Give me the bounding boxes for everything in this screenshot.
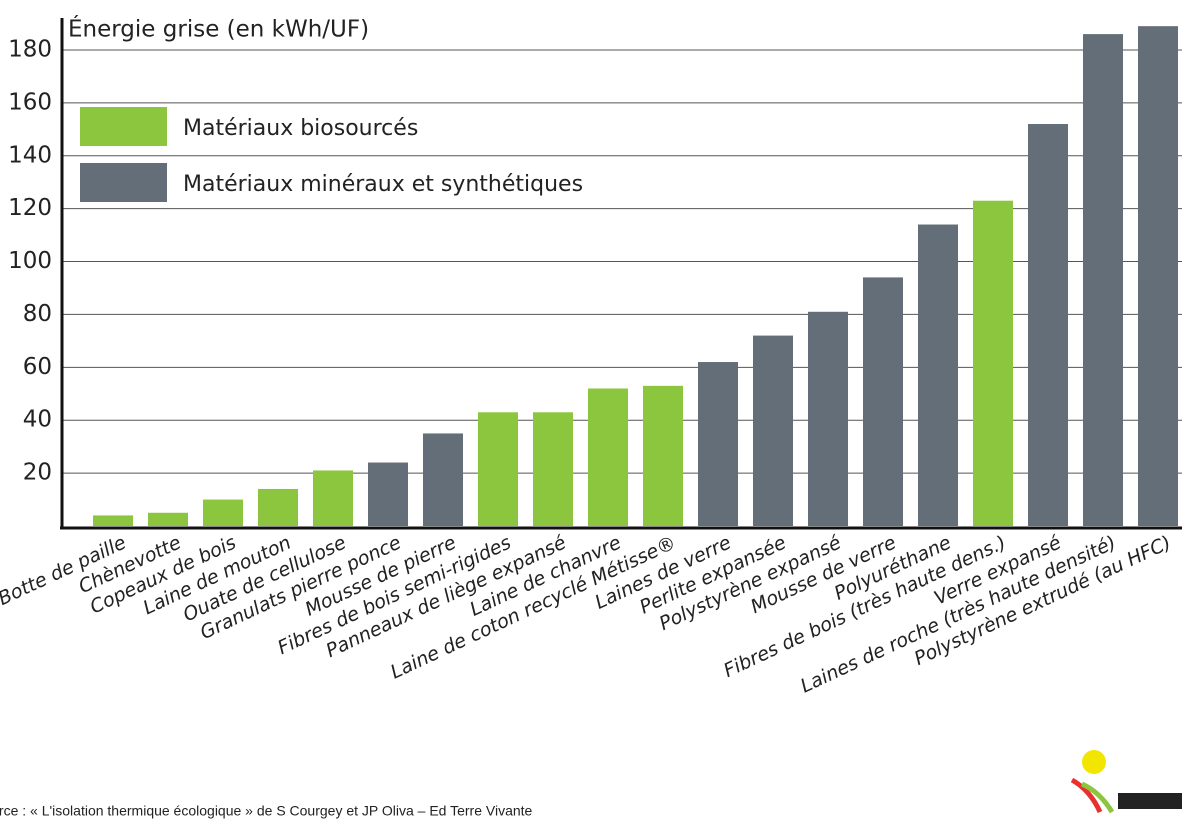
source-note: Source : « L'isolation thermique écologi… (0, 803, 533, 819)
y-tick-label: 100 (8, 248, 52, 274)
bar (918, 224, 958, 526)
legend-swatch (80, 107, 167, 146)
bar (258, 488, 298, 526)
logo (1070, 750, 1182, 814)
bar (533, 412, 573, 526)
legend-label: Matériaux minéraux et synthétiques (183, 172, 583, 197)
bar (368, 462, 408, 526)
bar (698, 362, 738, 526)
legend-label: Matériaux biosourcés (183, 116, 418, 141)
y-tick-label: 120 (8, 195, 52, 221)
y-tick-label: 180 (8, 36, 52, 62)
bar (1028, 124, 1068, 526)
y-tick-label: 20 (23, 460, 52, 486)
bar (808, 311, 848, 526)
bar (203, 499, 243, 526)
chart-title: Énergie grise (en kWh/UF) (68, 15, 369, 43)
bar (423, 433, 463, 526)
bar (863, 277, 903, 526)
legend-swatch (80, 163, 167, 202)
y-tick-label: 40 (23, 407, 52, 433)
bar (753, 335, 793, 526)
bar (313, 470, 353, 526)
bar (478, 412, 518, 526)
y-tick-label: 80 (23, 301, 52, 327)
bar (148, 512, 188, 526)
y-tick-label: 160 (8, 89, 52, 115)
y-tick-label: 140 (8, 142, 52, 168)
bar (1083, 34, 1123, 527)
bar (93, 515, 133, 526)
y-tick-label: 60 (23, 354, 52, 380)
bar (973, 200, 1013, 526)
bar (1138, 26, 1178, 526)
bar (643, 385, 683, 526)
bar (588, 388, 628, 526)
